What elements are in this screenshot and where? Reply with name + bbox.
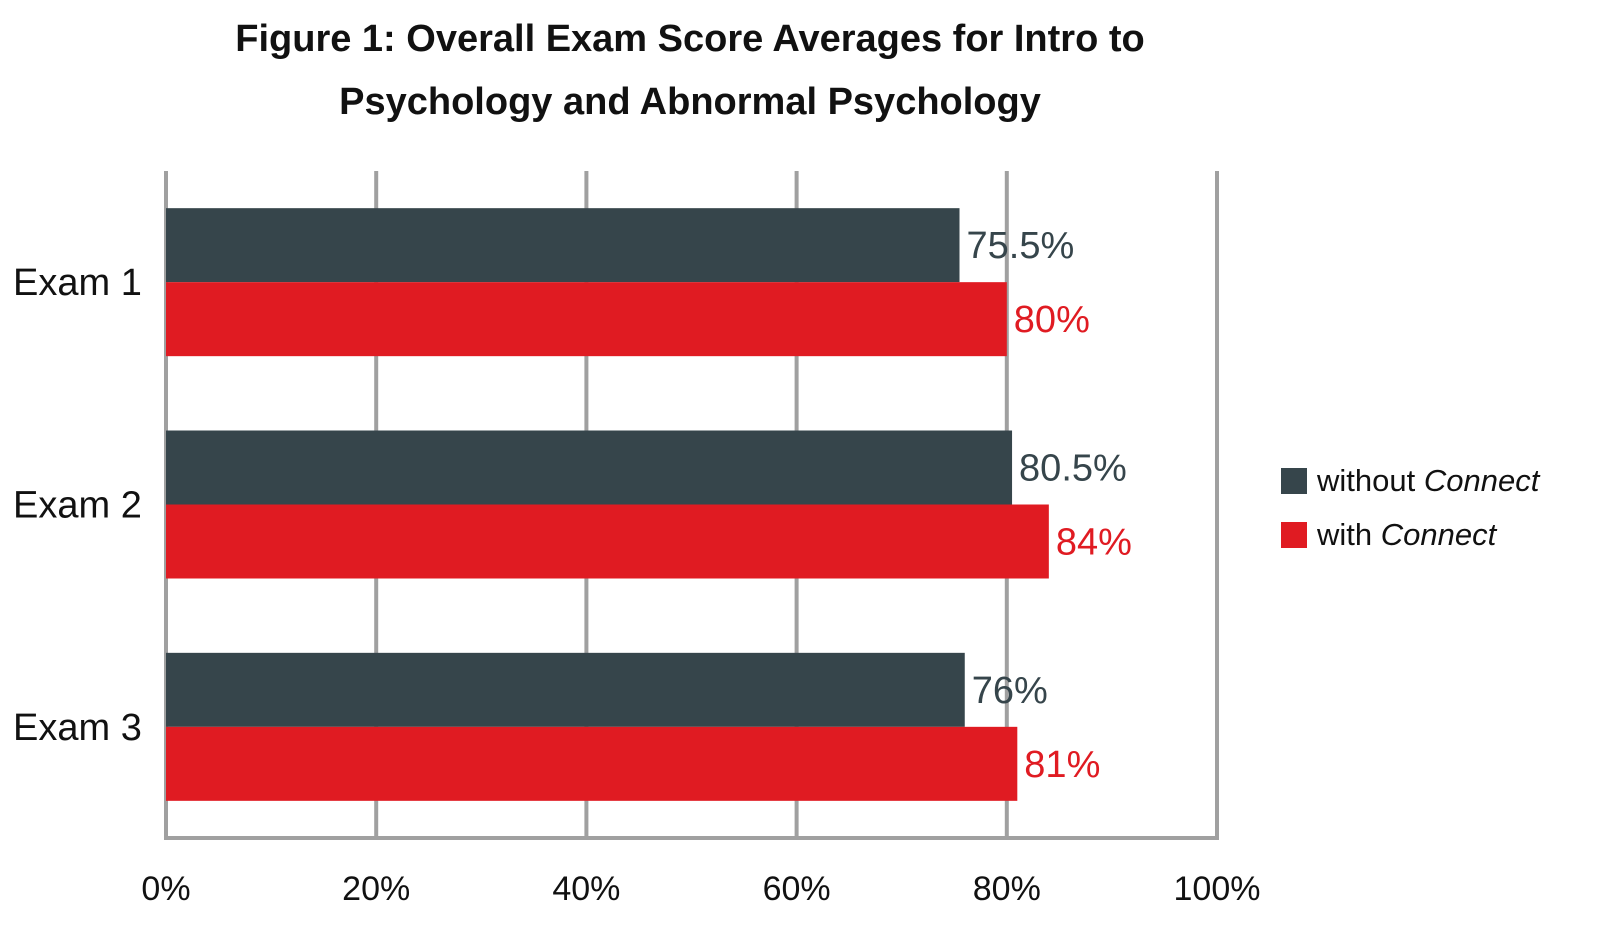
bar <box>166 208 960 283</box>
chart-title-line-1: Figure 1: Overall Exam Score Averages fo… <box>235 18 1145 60</box>
legend-label: with Connect <box>1317 517 1496 553</box>
bar <box>166 504 1049 579</box>
legend-label-text: without <box>1317 463 1424 498</box>
x-tick-label: 20% <box>342 870 410 908</box>
legend-label-italic: Connect <box>1423 463 1540 498</box>
legend-swatch <box>1281 522 1307 548</box>
legend-label-text: with <box>1317 517 1381 552</box>
y-category-label: Exam 1 <box>13 262 142 304</box>
x-tick-label: 60% <box>763 870 831 908</box>
legend-label: without Connect <box>1317 463 1539 499</box>
data-label: 81% <box>1024 744 1100 786</box>
data-label: 80.5% <box>1019 448 1127 490</box>
x-tick-label: 80% <box>973 870 1041 908</box>
y-category-label: Exam 3 <box>13 707 142 749</box>
bar <box>166 282 1007 357</box>
x-tick-label: 100% <box>1174 870 1261 908</box>
bar <box>166 652 965 727</box>
x-tick-label: 0% <box>141 870 190 908</box>
legend-item: with Connect <box>1281 508 1539 562</box>
legend: without Connect with Connect <box>1281 454 1539 562</box>
data-label: 75.5% <box>967 225 1075 267</box>
chart-title: Figure 1: Overall Exam Score Averages fo… <box>180 8 1200 134</box>
x-tick-label: 40% <box>552 870 620 908</box>
bar <box>166 430 1013 505</box>
legend-item: without Connect <box>1281 454 1539 508</box>
data-label: 76% <box>972 670 1048 712</box>
bar <box>166 726 1018 801</box>
chart-title-line-2: Psychology and Abnormal Psychology <box>339 81 1041 123</box>
legend-swatch <box>1281 468 1307 494</box>
y-category-label: Exam 2 <box>13 485 142 527</box>
data-label: 80% <box>1014 299 1090 341</box>
data-label: 84% <box>1056 522 1132 564</box>
legend-label-italic: Connect <box>1380 517 1497 552</box>
